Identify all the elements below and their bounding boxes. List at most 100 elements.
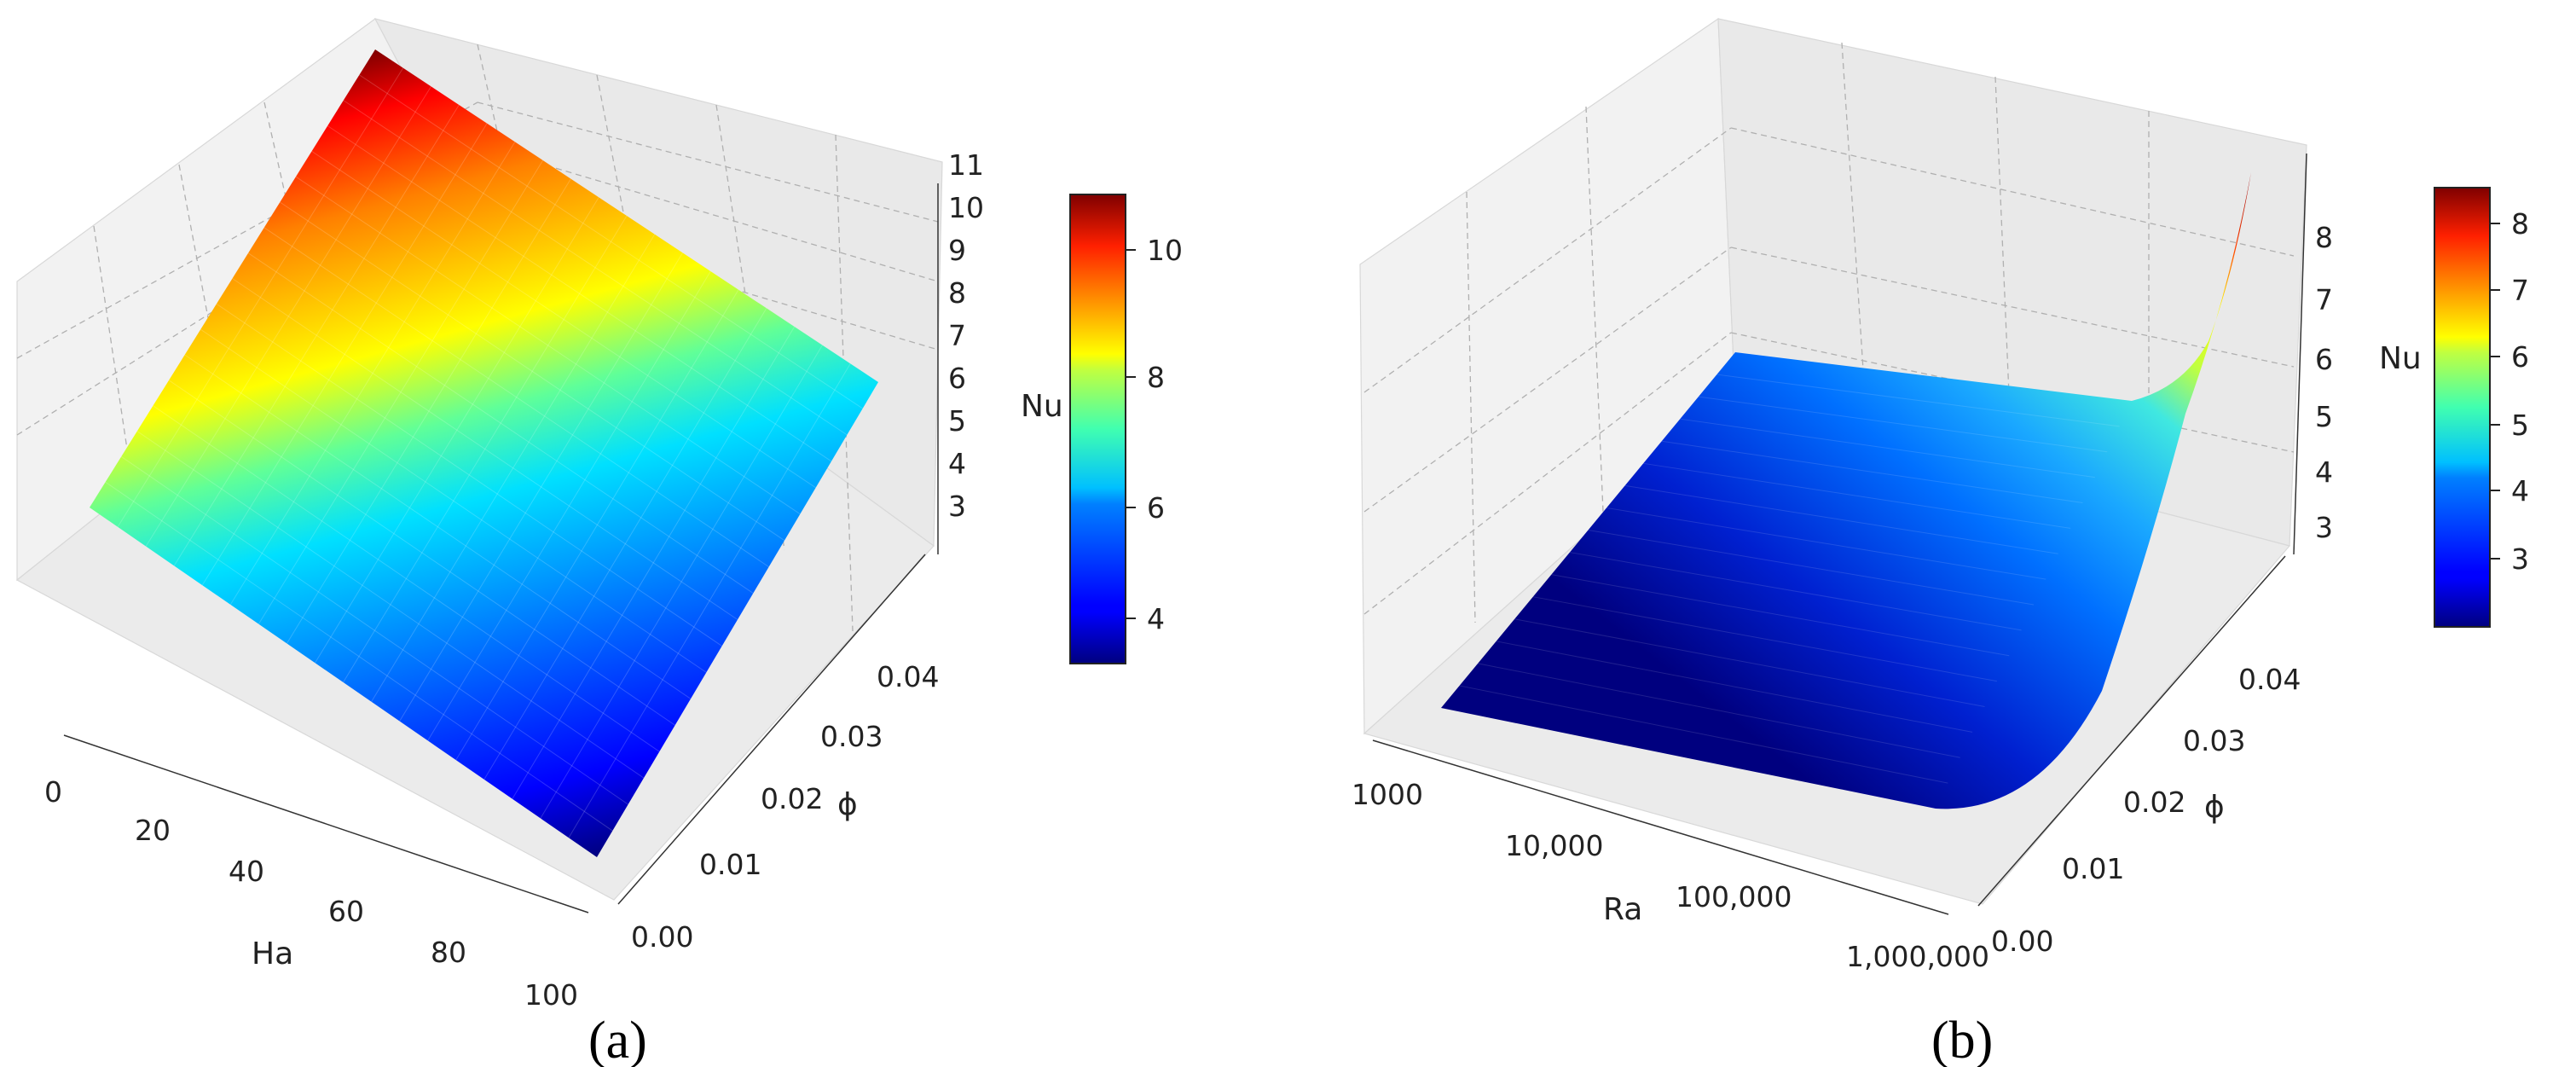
y-tick-label: 0.00	[1991, 925, 2053, 958]
mesh-line	[201, 123, 488, 586]
surface-a	[90, 49, 878, 857]
mesh-line	[315, 197, 599, 664]
surface-mesh-b	[1459, 374, 2120, 784]
x-tick-label: 40	[229, 855, 264, 888]
x-tick-label: 100,000	[1676, 880, 1792, 913]
y-axis-label-a: ϕ	[837, 787, 858, 822]
mesh-line	[1569, 552, 2022, 631]
mesh-line	[232, 278, 738, 620]
panel-label-a: (a)	[588, 1012, 647, 1067]
mesh-line	[343, 100, 848, 436]
z-tick-label: 7	[948, 319, 966, 352]
y-tick-label: 0.04	[877, 660, 939, 693]
colorbar-tick-label: 5	[2511, 409, 2529, 442]
mesh-line	[153, 405, 660, 752]
x-tick-label: 60	[328, 895, 364, 928]
y-tick-labels-b: 0.00 0.01 0.02 0.03 0.04	[1991, 663, 2301, 958]
z-axis-label-b: Nu	[2379, 341, 2422, 376]
x-tick-label: 10,000	[1505, 829, 1603, 862]
mesh-line	[1661, 440, 2083, 503]
colorbar-a	[1069, 194, 1126, 664]
mesh-line	[359, 74, 863, 409]
x-axis-label-a: Ha	[252, 937, 293, 971]
x-tick-label: 20	[135, 814, 171, 847]
z-tick-label: 10	[948, 191, 984, 224]
colorbar-tick-label: 7	[2511, 274, 2529, 307]
mesh-line	[216, 303, 722, 647]
x-tick-labels-b: 1000 10,000 100,000 1,000,000	[1352, 778, 1989, 973]
mesh-line	[247, 252, 754, 594]
mesh-line	[280, 201, 785, 542]
z-axis-line-b	[2293, 153, 2307, 555]
surface-mesh-a	[105, 67, 863, 838]
mesh-line	[117, 67, 404, 528]
colorbar-tick-label: 3	[2511, 542, 2529, 576]
y-tick-label: 0.03	[820, 720, 883, 753]
z-tick-label: 5	[2315, 400, 2333, 433]
mesh-line	[263, 227, 769, 568]
mesh-line	[399, 252, 683, 722]
x-tick-labels-a: 0 20 40 60 80 100	[44, 775, 578, 1012]
z-tick-label: 6	[2315, 343, 2333, 376]
mesh-line	[1624, 484, 2058, 554]
panel-label-b: (b)	[1931, 1012, 1993, 1067]
y-tick-label: 0.01	[699, 848, 761, 881]
y-tick-label: 0.03	[2183, 724, 2245, 757]
mesh-line	[1551, 574, 2010, 657]
z-tick-label: 8	[948, 276, 966, 310]
mesh-line	[105, 481, 613, 832]
mesh-line	[286, 178, 571, 644]
x-axis-line-b	[1372, 739, 1949, 915]
z-tick-label: 9	[948, 234, 966, 267]
z-axis-label-a: Nu	[1021, 389, 1063, 424]
mesh-line	[540, 345, 823, 819]
mesh-line	[371, 234, 656, 703]
z-tick-label: 5	[948, 404, 966, 438]
x-tick-label: 1,000,000	[1846, 940, 1989, 973]
mesh-line	[258, 159, 544, 624]
mesh-line	[120, 455, 628, 805]
mesh-line	[1588, 530, 2035, 606]
mesh-line	[427, 270, 711, 741]
mesh-line	[1459, 685, 1948, 784]
x-tick-label: 80	[431, 936, 466, 969]
y-tick-label: 0.02	[761, 782, 823, 815]
colorbar-ticks-a: 4 6 8 10	[1126, 234, 1183, 635]
colorbar-tick-label: 8	[2511, 207, 2529, 241]
mesh-line	[1643, 462, 2071, 529]
x-tick-label: 0	[44, 775, 62, 809]
y-axis-label-b: ϕ	[2204, 790, 2225, 825]
z-tick-label: 11	[948, 148, 984, 182]
colorbar-tick-label: 4	[1147, 602, 1165, 635]
z-tick-label: 3	[2315, 511, 2333, 544]
mesh-line	[1680, 418, 2095, 478]
mesh-line	[1478, 663, 1960, 758]
colorbar-ticks-b: 3 4 5 6 7 8	[2490, 207, 2529, 576]
mesh-line	[568, 363, 851, 838]
z-tick-label: 8	[2315, 221, 2333, 254]
colorbar-tick-label: 4	[2511, 474, 2529, 507]
mesh-line	[327, 125, 832, 462]
colorbar-tick-label: 10	[1147, 234, 1183, 267]
mesh-line	[184, 354, 692, 699]
mesh-line	[145, 86, 431, 547]
z-tick-label: 7	[2315, 283, 2333, 316]
x-axis-line-a	[63, 734, 589, 913]
mesh-line	[229, 142, 516, 606]
z-tick-label: 3	[948, 490, 966, 523]
z-tick-labels-b: 3 4 5 6 7 8	[2315, 221, 2333, 544]
mesh-line	[168, 380, 675, 726]
y-tick-label: 0.02	[2123, 786, 2185, 819]
mesh-line	[136, 431, 645, 779]
x-axis-label-b: Ra	[1603, 892, 1642, 927]
y-tick-label: 0.04	[2238, 663, 2301, 696]
mesh-line	[343, 215, 628, 683]
mesh-line	[512, 326, 796, 799]
panel-b: 1000 10,000 100,000 1,000,000 Ra 0.00 0.…	[1352, 17, 2529, 1067]
z-tick-labels-a: 3 4 5 6 7 8 9 10 11	[948, 148, 984, 523]
colorbar-b	[2434, 187, 2491, 628]
mesh-line	[295, 176, 801, 515]
y-axis-line-a	[617, 554, 926, 905]
mesh-line	[1716, 374, 2120, 427]
